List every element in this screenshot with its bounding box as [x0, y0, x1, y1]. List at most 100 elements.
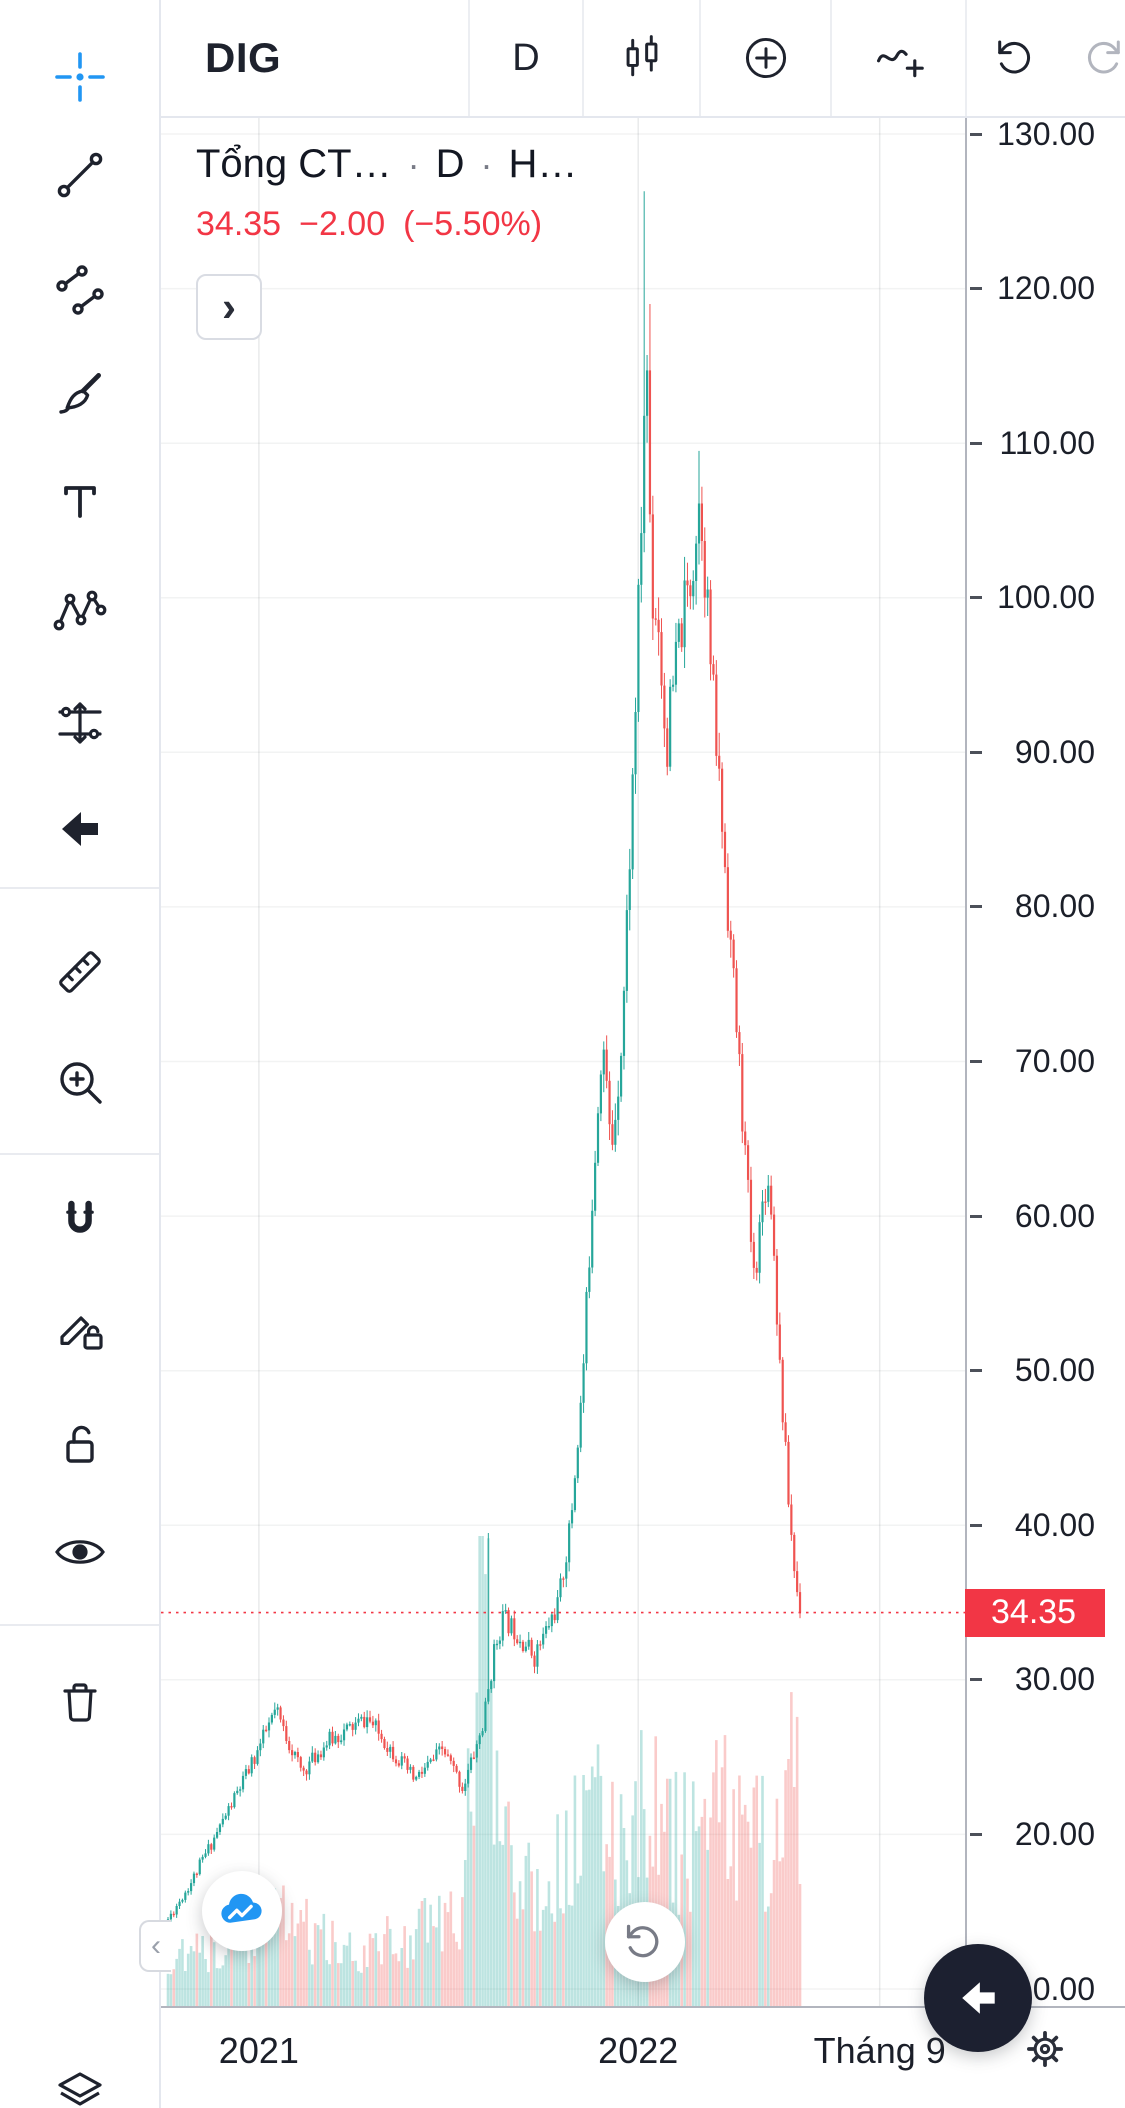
- price-tick: 110.00: [967, 424, 1125, 462]
- zoom-in-icon: [59, 1062, 102, 1104]
- legend-last-price: 34.35: [196, 205, 282, 243]
- tool-text[interactable]: [0, 465, 159, 537]
- sidebar-divider: [0, 1153, 159, 1155]
- legend-market: H…: [508, 142, 578, 186]
- chart-settings-button[interactable]: [1022, 2026, 1068, 2072]
- reset-chart-button[interactable]: [605, 1902, 685, 1982]
- arrow-left-icon: [962, 1982, 995, 2014]
- tick-mark: [970, 132, 982, 136]
- layers-icon: [57, 2072, 102, 2106]
- trash-icon: [62, 1683, 97, 1722]
- tool-hide-all[interactable]: [0, 1516, 159, 1588]
- tick-mark: [970, 1678, 982, 1682]
- price-tick: 50.00: [967, 1352, 1125, 1390]
- tool-trend-lines-group[interactable]: [0, 254, 159, 326]
- tool-xabcd-pattern[interactable]: [0, 575, 159, 647]
- price-tick: 120.00: [967, 270, 1125, 308]
- interval-button[interactable]: D: [468, 0, 582, 116]
- price-tick-label: 120.00: [997, 270, 1095, 307]
- symbol-button[interactable]: DIG: [161, 0, 468, 116]
- trend-lines-group-icon: [55, 265, 104, 315]
- legend-separator: ·: [407, 144, 420, 185]
- sidebar-collapse-tab[interactable]: ‹: [139, 1920, 171, 1972]
- price-tick-label: 90.00: [1014, 733, 1095, 770]
- tool-projection[interactable]: [0, 687, 159, 759]
- legend-title-row: Tổng CT… · D · H…: [196, 142, 577, 187]
- price-tick-label: 20.00: [1014, 1815, 1095, 1852]
- tick-mark: [970, 1832, 982, 1836]
- add-circle-icon: [745, 37, 786, 79]
- price-tick: 100.00: [967, 579, 1125, 617]
- price-tick-label: 110.00: [999, 424, 1096, 461]
- tool-layers[interactable]: [0, 2054, 159, 2108]
- price-tick-label: 50.00: [1014, 1352, 1095, 1389]
- magnet-icon: [65, 1200, 94, 1233]
- legend-price-row: 34.35 −2.00 (−5.50%): [196, 205, 577, 244]
- interval-label: D: [512, 36, 540, 79]
- legend-interval: D: [435, 142, 465, 186]
- chart-pane[interactable]: [161, 118, 965, 2006]
- tool-brush[interactable]: [0, 358, 159, 430]
- tick-mark: [970, 1523, 982, 1527]
- text-icon: [63, 486, 96, 518]
- undo-icon[interactable]: [993, 34, 1040, 82]
- gear-icon: [1027, 2031, 1063, 2067]
- arrow-left-icon: [61, 812, 98, 846]
- scroll-back-button[interactable]: [924, 1944, 1032, 2052]
- reset-view-icon: [626, 1924, 659, 1958]
- tool-ruler[interactable]: [0, 936, 159, 1008]
- trend-line-icon: [57, 152, 102, 198]
- chart-legend[interactable]: Tổng CT… · D · H… 34.35 −2.00 (−5.50%): [196, 142, 577, 244]
- redo-icon[interactable]: [1078, 34, 1125, 82]
- legend-separator: ·: [480, 144, 493, 185]
- legend-symbol-title: Tổng CT…: [196, 142, 392, 186]
- price-tick: 80.00: [967, 888, 1125, 926]
- tool-magnet[interactable]: [0, 1187, 159, 1259]
- lock-open-icon: [65, 1425, 94, 1463]
- tool-remove-all[interactable]: [0, 1667, 159, 1739]
- price-tick-label: 30.00: [1014, 1661, 1095, 1698]
- price-tick: 60.00: [967, 1197, 1125, 1235]
- cloud-chart-icon: [221, 1893, 262, 1923]
- cloud-chart-button[interactable]: [202, 1871, 282, 1951]
- legend-change-pct: (−5.50%): [403, 205, 543, 243]
- tick-mark: [970, 905, 982, 909]
- tool-drawing-sync-lock[interactable]: [0, 1292, 159, 1364]
- eye-icon: [54, 1540, 105, 1564]
- drawing-toolbar: [0, 0, 161, 2108]
- legend-expand-button[interactable]: ›: [196, 274, 262, 340]
- tick-mark: [970, 596, 982, 600]
- price-tick-label: 70.00: [1014, 1043, 1095, 1079]
- indicators-button[interactable]: [830, 0, 965, 116]
- history-controls: [965, 0, 1125, 116]
- tick-mark: [970, 287, 982, 291]
- time-axis-label: Tháng 9: [813, 2030, 946, 2071]
- tick-mark: [970, 1214, 982, 1218]
- tool-trend-line[interactable]: [0, 139, 159, 211]
- price-axis[interactable]: 34.35 130.00 120.00 110.00 100.00 90.00 80.00…: [965, 115, 1125, 2007]
- tool-crosshair[interactable]: [0, 41, 159, 113]
- chart-toolbar: DIG D: [161, 0, 1125, 118]
- tool-hide-drawings[interactable]: [0, 793, 159, 865]
- price-tick: 30.00: [967, 1661, 1125, 1699]
- price-tick: 130.00: [967, 115, 1125, 153]
- last-price-label: 34.35: [965, 1588, 1105, 1637]
- legend-change: −2.00: [299, 205, 386, 243]
- tool-zoom-in[interactable]: [0, 1046, 159, 1118]
- sidebar-divider: [0, 1624, 159, 1626]
- tick-mark: [970, 750, 982, 754]
- candles-icon: [626, 35, 657, 77]
- price-tick-label: 130.00: [997, 115, 1095, 152]
- tool-lock-all[interactable]: [0, 1409, 159, 1481]
- price-tick: 70.00: [967, 1043, 1125, 1081]
- chart-style-button[interactable]: [582, 0, 699, 116]
- crosshair-icon: [54, 52, 105, 102]
- price-tick: 20.00: [967, 1815, 1125, 1853]
- price-tick: 90.00: [967, 733, 1125, 771]
- pencil-lock-icon: [59, 1316, 103, 1350]
- price-tick-label: 40.00: [1014, 1506, 1095, 1543]
- compare-button[interactable]: [699, 0, 830, 116]
- price-tick-label: 100.00: [997, 579, 1095, 616]
- brush-icon: [58, 373, 101, 414]
